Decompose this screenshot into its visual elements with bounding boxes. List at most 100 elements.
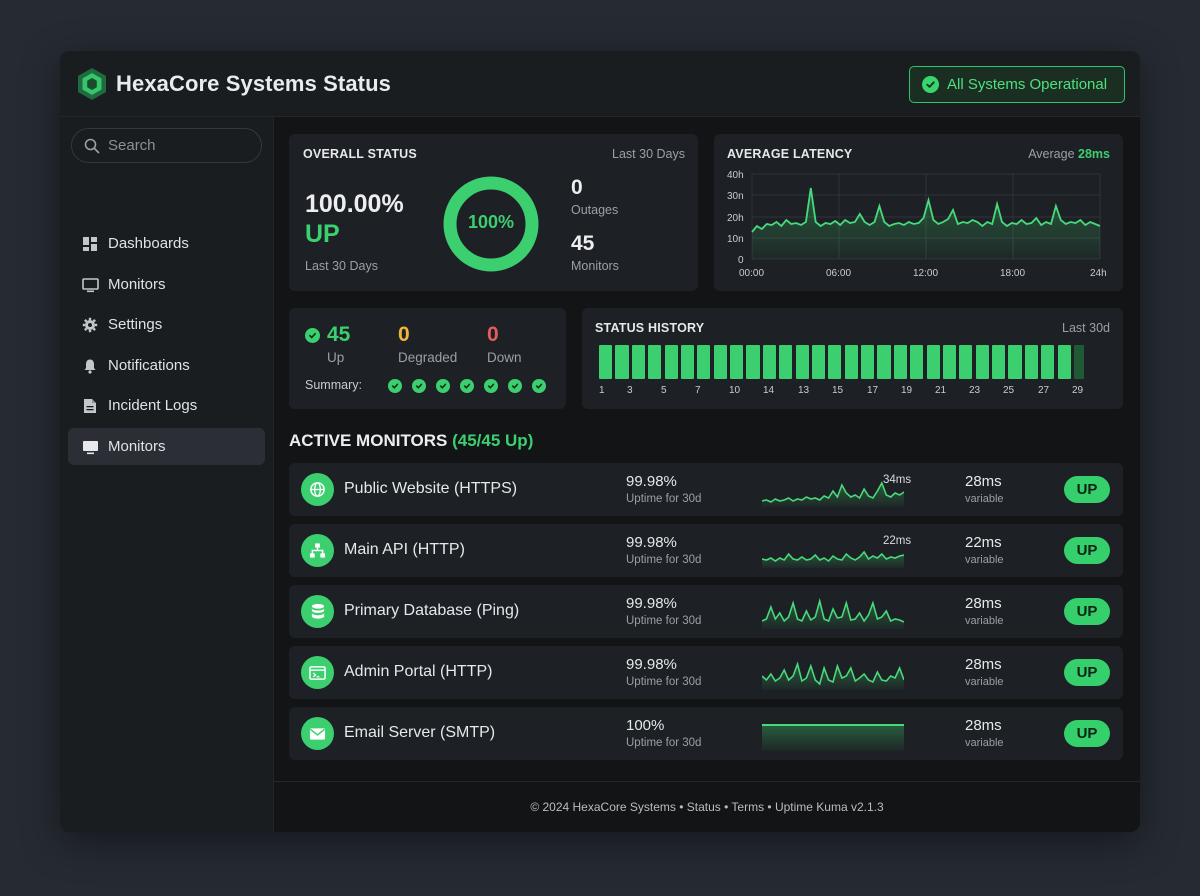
- history-day-bar[interactable]: [779, 345, 793, 379]
- history-day-bar[interactable]: [664, 345, 678, 379]
- monitor-row[interactable]: Primary Database (Ping) 99.98% Uptime fo…: [289, 585, 1123, 638]
- history-day-bar[interactable]: [942, 345, 957, 379]
- history-day-bar[interactable]: [1008, 345, 1022, 379]
- history-day-bar[interactable]: [910, 345, 924, 379]
- history-day-bar[interactable]: [959, 345, 973, 379]
- check-circle-icon: [305, 328, 320, 343]
- history-period: Last 30d: [1062, 321, 1110, 335]
- history-day-bar[interactable]: [730, 345, 744, 379]
- history-day-bar[interactable]: [697, 345, 711, 379]
- monitor-icon: [81, 438, 99, 456]
- monitor-sparkline: [762, 661, 904, 690]
- history-title: STATUS HISTORY: [595, 321, 705, 335]
- history-day-bar[interactable]: [1024, 345, 1038, 379]
- monitor-sparkline: [762, 724, 904, 751]
- sidebar-item-settings[interactable]: Settings: [68, 306, 265, 343]
- history-day-bar[interactable]: [615, 345, 629, 379]
- monitor-uptime: 99.98%: [626, 656, 677, 673]
- search-icon: [84, 138, 100, 153]
- sidebar-item-monitors-active[interactable]: Monitors: [68, 428, 265, 465]
- monitor-name: Primary Database (Ping): [344, 602, 520, 619]
- latency-y-tick: 10n: [727, 234, 744, 245]
- monitor-row[interactable]: Admin Portal (HTTP) 99.98% Uptime for 30…: [289, 646, 1123, 699]
- system-status-badge[interactable]: All Systems Operational: [909, 66, 1125, 103]
- history-day-bar[interactable]: [926, 345, 940, 379]
- donut-label: 100%: [467, 212, 515, 232]
- monitor-row[interactable]: Main API (HTTP) 99.98% Uptime for 30d 22…: [289, 524, 1123, 577]
- latency-average-value: 28ms: [1078, 147, 1110, 161]
- sidebar-item-monitors[interactable]: Monitors: [68, 266, 265, 303]
- sidebar-item-label: Settings: [108, 316, 163, 333]
- status-window: HexaCore Systems Status All Systems Oper…: [60, 51, 1140, 832]
- history-day-bar[interactable]: [599, 345, 613, 379]
- footer-divider: [274, 781, 1140, 782]
- history-day-bar[interactable]: [680, 345, 695, 379]
- latency-x-tick: 12:00: [913, 268, 938, 279]
- history-day-bar[interactable]: [877, 345, 891, 379]
- monitor-latency: 28ms: [965, 473, 1002, 490]
- gear-icon: [81, 316, 99, 334]
- status-badge: UP: [1064, 659, 1110, 686]
- sidebar-item-notifications[interactable]: Notifications: [68, 347, 265, 384]
- monitor-uptime: 100%: [626, 717, 665, 734]
- latency-x-tick: 24h: [1090, 268, 1107, 279]
- history-day-bar[interactable]: [631, 345, 645, 379]
- summary-check-icon: [412, 379, 426, 393]
- down-label: Down: [487, 350, 522, 365]
- history-day-bar[interactable]: [992, 345, 1006, 379]
- summary-check-icon: [388, 379, 402, 393]
- uptime-state: UP: [305, 220, 340, 248]
- sidebar-item-dashboards[interactable]: Dashboards: [68, 225, 265, 262]
- up-label: Up: [327, 350, 345, 365]
- up-count: 45: [327, 323, 351, 346]
- history-day-bar[interactable]: [762, 345, 776, 379]
- history-day-bar[interactable]: [975, 345, 989, 379]
- history-day-bar[interactable]: [844, 345, 858, 379]
- database-icon: [301, 595, 334, 628]
- status-badge: UP: [1064, 720, 1110, 747]
- history-day-label: 21: [935, 385, 947, 396]
- history-day-bar[interactable]: [811, 345, 826, 379]
- bell-icon: [81, 357, 99, 375]
- history-day-bar[interactable]: [828, 345, 842, 379]
- history-day-label: 23: [969, 385, 981, 396]
- history-day-bar[interactable]: [1057, 345, 1071, 379]
- history-day-bar[interactable]: [1041, 345, 1055, 379]
- history-day-bar[interactable]: [746, 345, 760, 379]
- search-placeholder: Search: [108, 137, 156, 154]
- history-day-label: 15: [832, 385, 844, 396]
- history-day-label: 3: [627, 385, 633, 396]
- sidebar-item-label: Dashboards: [108, 235, 189, 252]
- active-monitors-heading: ACTIVE MONITORS (45/45 Up): [289, 431, 533, 451]
- monitor-latency-sub: variable: [965, 676, 1004, 688]
- history-day-bar[interactable]: [795, 345, 809, 379]
- monitor-sparkline: [762, 550, 904, 568]
- latency-chart: 40h 30n 20h 10n 0 00:00 06:00 12:00 18:0…: [727, 170, 1107, 279]
- summary-checks: [388, 379, 546, 393]
- check-circle-icon: [922, 76, 939, 93]
- history-day-bar[interactable]: [713, 345, 727, 379]
- history-day-bar[interactable]: [893, 345, 907, 379]
- history-day-label: 1: [599, 385, 605, 396]
- sidebar-item-incident-logs[interactable]: Incident Logs: [68, 387, 265, 424]
- history-day-bar[interactable]: [861, 345, 875, 379]
- history-day-bar[interactable]: [648, 345, 662, 379]
- monitor-sparkline: [762, 481, 904, 507]
- monitor-row[interactable]: Public Website (HTTPS) 99.98% Uptime for…: [289, 463, 1123, 516]
- summary-check-icon: [508, 379, 522, 393]
- history-day-labels: 1 3 5 7 10 14 13 15 17 19 21 23 25 27 29: [599, 385, 1089, 397]
- outages-label: Outages: [571, 203, 619, 217]
- dashboard-icon: [81, 235, 99, 253]
- status-badge: UP: [1064, 537, 1110, 564]
- sidebar-item-label: Incident Logs: [108, 397, 198, 414]
- hexagon-logo-icon: [78, 68, 106, 100]
- system-status-label: All Systems Operational: [947, 76, 1108, 93]
- status-badge: UP: [1064, 598, 1110, 625]
- active-monitors-title: ACTIVE MONITORS: [289, 431, 448, 450]
- history-day-bar[interactable]: [1073, 345, 1084, 379]
- monitor-latency: 28ms: [965, 717, 1002, 734]
- monitor-row[interactable]: Email Server (SMTP) 100% Uptime for 30d …: [289, 707, 1123, 760]
- search-input[interactable]: Search: [71, 128, 262, 163]
- footer[interactable]: © 2024 HexaCore Systems • Status • Terms…: [530, 800, 884, 814]
- document-icon: [81, 397, 99, 415]
